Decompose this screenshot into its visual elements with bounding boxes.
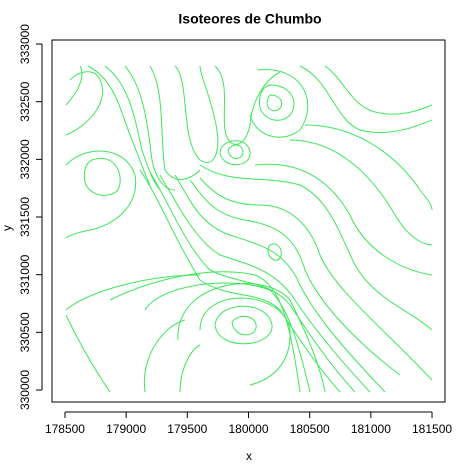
contour-line (249, 69, 309, 138)
y-tick-label: 331500 (18, 197, 32, 237)
contour-line (149, 65, 201, 180)
x-tick-label: 179000 (106, 422, 146, 436)
contour-line (124, 65, 176, 191)
y-tick-label: 330000 (18, 370, 32, 410)
contour-line (65, 314, 111, 393)
x-tick-label: 181500 (412, 422, 452, 436)
contour-line (65, 150, 137, 239)
y-tick-label: 332500 (18, 81, 32, 121)
contour-line (214, 65, 281, 145)
contour-line (219, 140, 251, 166)
contour-line (324, 65, 433, 115)
contour-line (214, 305, 273, 345)
contour-line (174, 65, 219, 163)
contour-line (65, 71, 104, 136)
y-tick-label: 331000 (18, 254, 32, 294)
contour-line (266, 94, 283, 112)
contour-line (199, 297, 291, 386)
x-tick-label: 180000 (228, 422, 268, 436)
x-axis-label: x (246, 449, 252, 463)
contour-line (189, 179, 401, 376)
contour-line (231, 315, 257, 336)
contour-line (254, 163, 433, 276)
plot-frame (51, 39, 446, 403)
chart-title: Isoteores de Chumbo (178, 11, 321, 27)
contour-line (289, 139, 433, 246)
contour-line (174, 174, 386, 393)
contour-line (159, 174, 371, 393)
contour-line (65, 274, 201, 311)
contour-line (143, 319, 186, 393)
contour-lines (65, 65, 433, 393)
x-tick-label: 178500 (45, 422, 85, 436)
contour-line (299, 65, 433, 134)
x-tick-label: 181000 (351, 422, 391, 436)
contour-line (304, 124, 433, 211)
contour-line (179, 344, 201, 393)
contour-line (177, 283, 326, 393)
contour-line (267, 243, 282, 261)
contour-line (227, 144, 244, 159)
y-tick-label: 330500 (18, 312, 32, 352)
contour-line (65, 65, 83, 106)
contour-line (144, 282, 311, 393)
y-tick-label: 333000 (18, 24, 32, 64)
y-tick-label: 332000 (18, 139, 32, 179)
contour-line (139, 169, 341, 393)
contour-line (109, 271, 301, 393)
contour-line (199, 177, 433, 381)
x-tick-label: 179500 (167, 422, 207, 436)
contour-line (104, 65, 161, 191)
contour-line (87, 65, 151, 186)
y-axis-label: y (0, 225, 14, 231)
contour-line (199, 164, 433, 331)
x-tick-label: 180500 (290, 422, 330, 436)
contour-line (259, 84, 295, 121)
contour-line (83, 157, 121, 196)
